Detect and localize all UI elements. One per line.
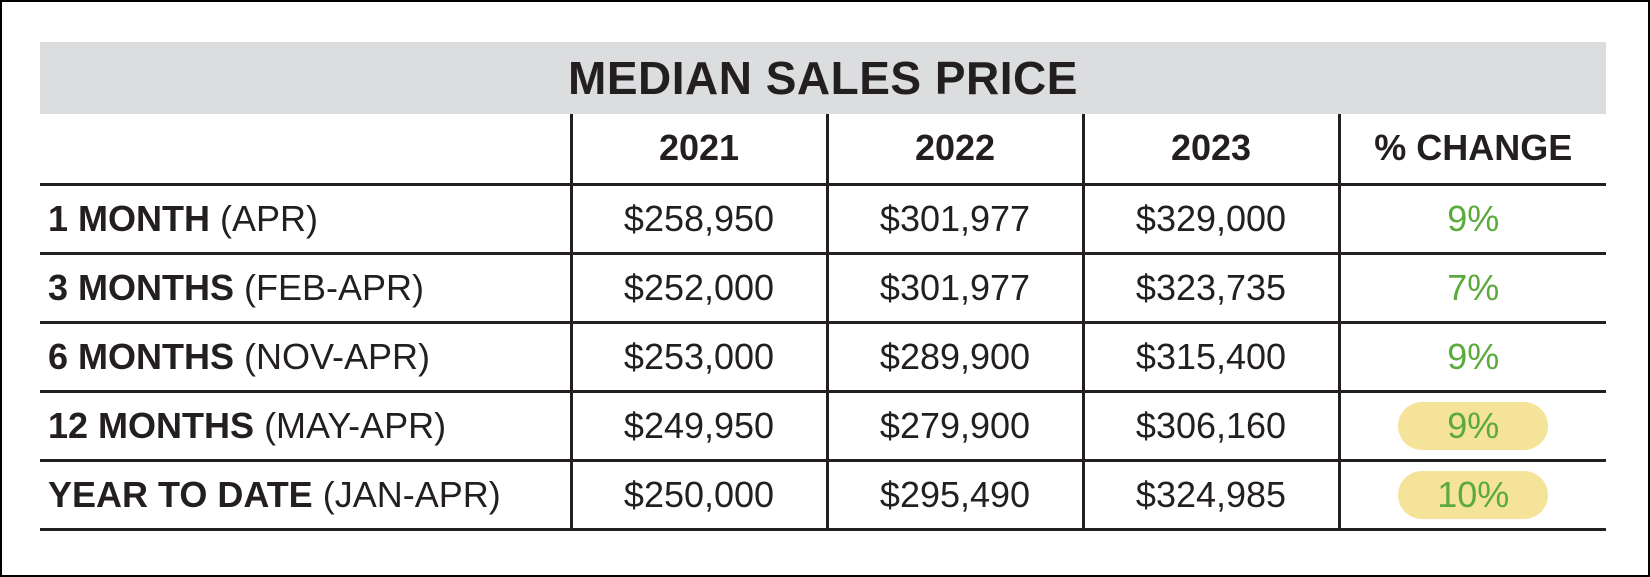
median-sales-price-table: 2021 2022 2023 % CHANGE 1 MONTH (APR) $25… — [40, 114, 1606, 531]
value-cell-2022: $301,977 — [825, 253, 1083, 324]
value-cell-2022: $295,490 — [825, 460, 1083, 531]
row-label: 3 MONTHS — [48, 266, 235, 308]
row-period: (JAN-APR) — [322, 473, 501, 515]
row-label-cell: 6 MONTHS (NOV-APR) — [40, 322, 571, 393]
value-cell-2021: $250,000 — [569, 460, 827, 531]
change-cell: 9% — [1337, 184, 1606, 255]
row-label: YEAR TO DATE — [48, 473, 313, 515]
column-header-2021: 2021 — [569, 114, 827, 186]
table-row: 1 MONTH (APR) $258,950 $301,977 $329,000 9% — [40, 184, 1606, 255]
value-cell-2021: $253,000 — [569, 322, 827, 393]
value-cell-2023: $324,985 — [1081, 460, 1339, 531]
change-cell: 9% — [1337, 391, 1606, 462]
row-label: 6 MONTHS — [48, 335, 235, 377]
highlighted-change-value: 9% — [1398, 401, 1549, 450]
value-cell-2023: $323,735 — [1081, 253, 1339, 324]
column-header-2023: 2023 — [1081, 114, 1339, 186]
change-value: 7% — [1447, 266, 1500, 308]
table-title: MEDIAN SALES PRICE — [568, 52, 1078, 104]
row-period: (FEB-APR) — [244, 266, 425, 308]
table-row: 12 MONTHS (MAY-APR) $249,950 $279,900 $306,… — [40, 391, 1606, 462]
column-header-label — [40, 114, 571, 186]
value-cell-2023: $306,160 — [1081, 391, 1339, 462]
header-row: 2021 2022 2023 % CHANGE — [40, 114, 1606, 186]
value-cell-2022: $289,900 — [825, 322, 1083, 393]
row-label-cell: YEAR TO DATE (JAN-APR) — [40, 460, 571, 531]
value-cell-2022: $279,900 — [825, 391, 1083, 462]
table-row: 6 MONTHS (NOV-APR) $253,000 $289,900 $315,4… — [40, 322, 1606, 393]
value-cell-2023: $315,400 — [1081, 322, 1339, 393]
column-header-2022: 2022 — [825, 114, 1083, 186]
value-cell-2021: $258,950 — [569, 184, 827, 255]
row-period: (NOV-APR) — [244, 335, 431, 377]
row-label: 1 MONTH — [48, 197, 210, 239]
change-value: 9% — [1447, 197, 1500, 239]
change-cell: 10% — [1337, 460, 1606, 531]
table-row: YEAR TO DATE (JAN-APR) $250,000 $295,490 $3… — [40, 460, 1606, 531]
value-cell-2021: $252,000 — [569, 253, 827, 324]
value-cell-2021: $249,950 — [569, 391, 827, 462]
value-cell-2022: $301,977 — [825, 184, 1083, 255]
title-bar: MEDIAN SALES PRICE — [40, 42, 1606, 114]
row-label-cell: 3 MONTHS (FEB-APR) — [40, 253, 571, 324]
row-period: (MAY-APR) — [264, 404, 447, 446]
row-label-cell: 12 MONTHS (MAY-APR) — [40, 391, 571, 462]
highlighted-change-value: 10% — [1398, 470, 1549, 519]
table-row: 3 MONTHS (FEB-APR) $252,000 $301,977 $323,7… — [40, 253, 1606, 324]
change-cell: 9% — [1337, 322, 1606, 393]
column-header-change: % CHANGE — [1337, 114, 1606, 186]
value-cell-2023: $329,000 — [1081, 184, 1339, 255]
row-label: 12 MONTHS — [48, 404, 255, 446]
change-value: 9% — [1447, 335, 1500, 377]
change-cell: 7% — [1337, 253, 1606, 324]
row-label-cell: 1 MONTH (APR) — [40, 184, 571, 255]
row-period: (APR) — [220, 197, 319, 239]
